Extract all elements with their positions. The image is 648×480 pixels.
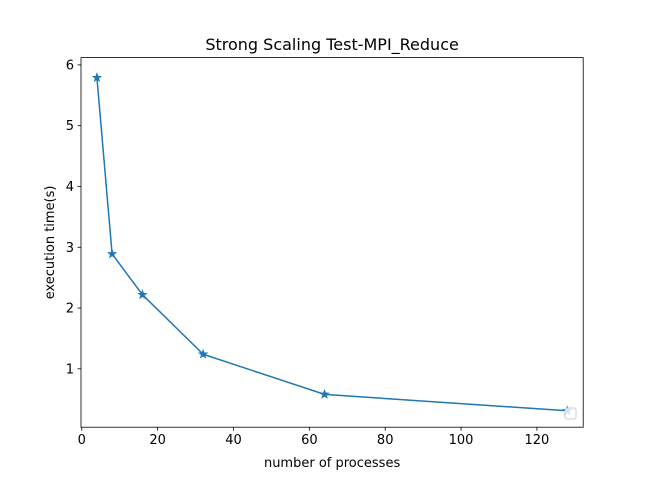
data-point-marker	[106, 248, 118, 259]
legend-box	[564, 407, 577, 420]
y-tick-label: 1	[66, 362, 74, 377]
x-tick-label: 40	[225, 433, 242, 448]
y-tick-label: 3	[66, 241, 74, 256]
legend	[564, 407, 577, 420]
data-point-marker	[197, 348, 209, 359]
y-tick-label: 2	[66, 302, 74, 317]
axes-frame	[80, 57, 584, 428]
chart-title: Strong Scaling Test-MPI_Reduce	[205, 35, 459, 55]
y-tick-label: 5	[66, 119, 74, 134]
series-line	[96, 76, 569, 412]
x-axis-label: number of processes	[264, 456, 400, 471]
x-tick-label: 60	[301, 433, 318, 448]
data-point-marker	[319, 388, 330, 399]
data-point-marker	[91, 72, 103, 83]
y-axis-label: execution time(s)	[43, 186, 58, 300]
y-axis-ticks: 1 2 3 4 5 6	[66, 58, 81, 377]
series-layer	[91, 72, 573, 416]
y-tick-label: 4	[66, 180, 74, 195]
x-tick-label: 80	[377, 433, 394, 448]
plot-area	[81, 57, 584, 428]
x-tick-label: 120	[525, 433, 550, 448]
y-tick-label: 6	[66, 58, 74, 73]
x-tick-label: 0	[78, 433, 86, 448]
x-axis-ticks: 0 20 40 60 80 100 120	[78, 427, 550, 448]
x-tick-label: 20	[149, 433, 166, 448]
data-point-marker	[137, 289, 148, 300]
x-tick-label: 100	[449, 433, 474, 448]
